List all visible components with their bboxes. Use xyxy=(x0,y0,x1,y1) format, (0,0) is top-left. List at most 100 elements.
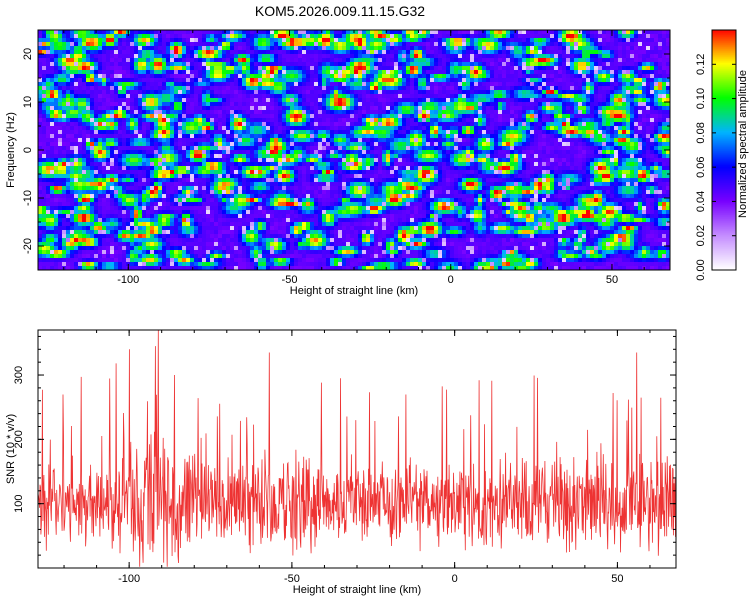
heatmap-cell xyxy=(630,130,634,134)
heatmap-cell xyxy=(386,94,390,98)
heatmap-cell xyxy=(242,30,246,34)
heatmap-cell xyxy=(666,74,670,78)
heatmap-cell xyxy=(438,146,442,150)
heatmap-cell xyxy=(294,58,298,62)
heatmap-cell xyxy=(490,102,494,106)
heatmap-cell xyxy=(526,42,530,46)
heatmap-cell xyxy=(430,46,434,50)
heatmap-cell xyxy=(118,78,122,82)
heatmap-cell xyxy=(334,58,338,62)
heatmap-cell xyxy=(338,142,342,146)
heatmap-cell xyxy=(414,150,418,154)
heatmap-cell xyxy=(42,82,46,86)
heatmap-cell xyxy=(662,86,666,90)
heatmap-cell xyxy=(626,66,630,70)
heatmap-cell xyxy=(566,30,570,34)
heatmap-cell xyxy=(566,138,570,142)
heatmap-cell xyxy=(106,82,110,86)
heatmap-cell xyxy=(158,138,162,142)
heatmap-cell xyxy=(570,58,574,62)
heatmap-cell xyxy=(642,142,646,146)
heatmap-cell xyxy=(74,114,78,118)
heatmap-cell xyxy=(302,86,306,90)
heatmap-cell xyxy=(518,46,522,50)
heatmap-cell xyxy=(42,38,46,42)
heatmap-cell xyxy=(62,82,66,86)
heatmap-cell xyxy=(458,146,462,150)
heatmap-cell xyxy=(114,90,118,94)
heatmap-cell xyxy=(114,78,118,82)
heatmap-cell xyxy=(38,82,42,86)
heatmap-cell xyxy=(502,74,506,78)
heatmap-cell xyxy=(150,110,154,114)
heatmap-cell xyxy=(182,118,186,122)
heatmap-cell xyxy=(334,122,338,126)
heatmap-cell xyxy=(414,146,418,150)
heatmap-cell xyxy=(418,62,422,66)
heatmap-cell xyxy=(86,130,90,134)
heatmap-cell xyxy=(106,114,110,118)
heatmap-cell xyxy=(170,46,174,50)
heatmap-cell xyxy=(318,154,322,158)
heatmap-cell xyxy=(390,114,394,118)
heatmap-cell xyxy=(590,62,594,66)
heatmap-cell xyxy=(162,34,166,38)
heatmap-cell xyxy=(506,94,510,98)
heatmap-cell xyxy=(282,118,286,122)
heatmap-cell xyxy=(594,142,598,146)
heatmap-cell xyxy=(546,114,550,118)
heatmap-cell xyxy=(282,150,286,154)
heatmap-cell xyxy=(166,138,170,142)
heatmap-cell xyxy=(294,62,298,66)
heatmap-cell xyxy=(258,134,262,138)
heatmap-cell xyxy=(354,86,358,90)
heatmap-cell xyxy=(366,122,370,126)
heatmap-cell xyxy=(58,54,62,58)
heatmap-cell xyxy=(190,34,194,38)
heatmap-cell xyxy=(142,94,146,98)
heatmap-cell xyxy=(238,30,242,34)
heatmap-cell xyxy=(590,54,594,58)
heatmap-cell xyxy=(378,126,382,130)
heatmap-cell xyxy=(562,110,566,114)
heatmap-cell xyxy=(558,110,562,114)
heatmap-cell xyxy=(498,54,502,58)
heatmap-cell xyxy=(62,50,66,54)
heatmap-cell xyxy=(582,70,586,74)
heatmap-cell xyxy=(606,138,610,142)
heatmap-cell xyxy=(110,82,114,86)
heatmap-cell xyxy=(610,146,614,150)
heatmap-cell xyxy=(66,94,70,98)
heatmap-cell xyxy=(194,78,198,82)
heatmap-cell xyxy=(466,66,470,70)
heatmap-cell xyxy=(122,118,126,122)
heatmap-cell xyxy=(458,38,462,42)
heatmap-cell xyxy=(170,78,174,82)
heatmap-cell xyxy=(474,46,478,50)
heatmap-cell xyxy=(426,110,430,114)
heatmap-cell xyxy=(374,106,378,110)
heatmap-cell xyxy=(558,50,562,54)
heatmap-cell xyxy=(106,50,110,54)
heatmap-cell xyxy=(558,54,562,58)
heatmap-cell xyxy=(182,38,186,42)
heatmap-cell xyxy=(494,142,498,146)
heatmap-cell xyxy=(566,114,570,118)
heatmap-cell xyxy=(130,146,134,150)
heatmap-cell xyxy=(446,74,450,78)
heatmap-cell xyxy=(62,62,66,66)
heatmap-cell xyxy=(150,154,154,158)
heatmap-cell xyxy=(274,154,278,158)
heatmap-cell xyxy=(582,146,586,150)
heatmap-cell xyxy=(594,106,598,110)
heatmap-cell xyxy=(614,122,618,126)
heatmap-cell xyxy=(518,110,522,114)
heatmap-cell xyxy=(654,118,658,122)
heatmap-cell xyxy=(210,38,214,42)
heatmap-cell xyxy=(490,38,494,42)
heatmap-cell xyxy=(134,78,138,82)
heatmap-cell xyxy=(150,150,154,154)
heatmap-cell xyxy=(578,134,582,138)
heatmap-cell xyxy=(46,62,50,66)
heatmap-cell xyxy=(58,58,62,62)
